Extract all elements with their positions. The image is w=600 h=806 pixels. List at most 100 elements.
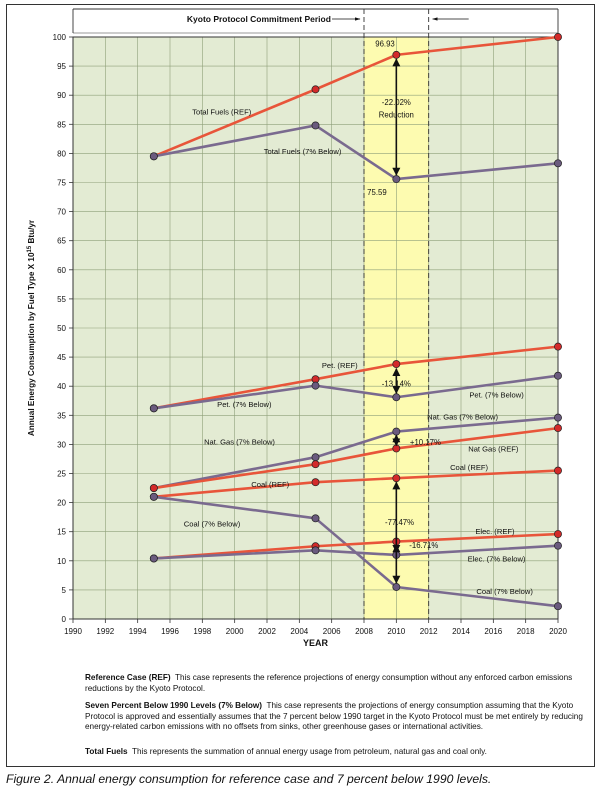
note-text: This case represents the projections of …: [85, 701, 583, 732]
x-axis-label: YEAR: [303, 638, 329, 648]
series-label: Pet. (7% Below): [217, 400, 272, 409]
series-label: Elec. (7% Below): [468, 554, 526, 563]
data-point: [554, 413, 562, 422]
y-tick-label: 85: [57, 120, 66, 129]
data-point: [554, 33, 562, 41]
data-annotation: -22.02%: [382, 98, 411, 107]
y-axis-label-exponent: 15: [27, 245, 33, 252]
data-annotation: -13.14%: [382, 379, 411, 388]
series-label: Coal (REF): [251, 480, 289, 489]
data-point: [311, 478, 320, 487]
series-line: [153, 544, 559, 560]
data-point: [392, 50, 401, 59]
data-point: [311, 453, 320, 462]
x-tick-label: 2014: [452, 627, 470, 636]
data-point: [149, 152, 158, 161]
data-point: [311, 121, 320, 130]
commitment-period-title: Kyoto Protocol Commitment Period: [187, 14, 331, 24]
plot-border: [72, 36, 559, 620]
series-line: [153, 345, 559, 410]
series-label: Total Fuels (7% Below): [264, 147, 342, 156]
data-point: [392, 427, 401, 436]
data-point: [392, 583, 401, 591]
series-label: Pet. (7% Below): [469, 390, 524, 399]
note-reference-case: Reference Case (REF) This case represent…: [85, 673, 590, 694]
series-line: [153, 416, 559, 490]
series-label: Coal (7% Below): [476, 587, 533, 596]
y-tick-label: 45: [57, 353, 66, 362]
data-point: [311, 85, 320, 94]
y-tick-label: 100: [53, 33, 67, 42]
data-annotation: 96.93: [375, 39, 395, 48]
series-line: [153, 469, 559, 499]
y-tick-label: 35: [57, 411, 66, 420]
data-point: [554, 466, 562, 475]
x-tick-label: 1990: [64, 627, 82, 636]
x-tick-label: 2020: [549, 627, 567, 636]
y-axis-label: Annual Energy Consumption by Fuel Type X…: [27, 219, 36, 436]
note-term: Reference Case (REF): [85, 673, 171, 682]
y-tick-label: 90: [57, 91, 66, 100]
data-point: [554, 424, 562, 433]
data-point: [311, 381, 320, 390]
x-tick-label: 2016: [484, 627, 502, 636]
data-point: [149, 404, 158, 413]
x-tick-label: 1998: [193, 627, 211, 636]
data-point: [149, 484, 158, 492]
x-tick-label: 1996: [161, 627, 179, 636]
series-label: Coal (7% Below): [184, 520, 241, 529]
y-axis-label-unit: Btu/yr: [27, 219, 36, 246]
x-tick-label: 2012: [420, 627, 438, 636]
data-point: [554, 602, 562, 611]
y-tick-label: 65: [57, 237, 66, 246]
x-tick-label: 2000: [226, 627, 244, 636]
series-label: Total Fuels (REF): [192, 107, 252, 116]
series-label: Nat. Gas (7% Below): [427, 412, 498, 421]
y-tick-label: 0: [62, 615, 67, 624]
data-point: [554, 159, 562, 168]
data-annotation: -16.71%: [409, 541, 438, 550]
data-point: [392, 360, 401, 369]
y-tick-label: 55: [57, 295, 66, 304]
y-tick-label: 20: [57, 499, 66, 508]
data-point: [392, 175, 401, 184]
chart: 0 5 10 15 20 25 30 35 40 45 50 55 60 65 70 75 80 85 90 95 10…: [27, 8, 567, 648]
y-axis-label-main: Annual Energy Consumption by Fuel Type X…: [27, 252, 36, 436]
series-label: Coal (REF): [450, 463, 488, 472]
data-annotation: 75.59: [367, 188, 387, 197]
data-point: [392, 444, 401, 453]
data-point: [311, 514, 320, 523]
note-text: This represents the summation of annual …: [132, 747, 487, 756]
x-tick-label: 2008: [355, 627, 373, 636]
x-tick-label: 2006: [323, 627, 341, 636]
data-point: [554, 541, 562, 550]
series-line: [153, 374, 559, 410]
x-tick-label: 2010: [387, 627, 405, 636]
series-label: Elec. (REF): [475, 527, 515, 536]
x-tick-label: 1994: [129, 627, 147, 636]
data-annotation: -77.47%: [385, 518, 414, 527]
series-line: [153, 124, 559, 181]
figure-caption: Figure 2. Annual energy consumption for …: [6, 772, 492, 786]
y-tick-label: 50: [57, 324, 66, 333]
y-tick-label: 30: [57, 440, 66, 449]
data-point: [554, 530, 562, 538]
x-tick-label: 2018: [517, 627, 535, 636]
data-point: [392, 393, 401, 402]
y-tick-label: 10: [57, 557, 66, 566]
data-annotation: +10.17%: [410, 438, 441, 447]
figure-frame: 0 5 10 15 20 25 30 35 40 45 50 55 60 65 70 75 80 85 90 95 10…: [6, 4, 595, 767]
x-tick-label: 1992: [96, 627, 114, 636]
series-label: Pet. (REF): [322, 361, 358, 370]
series-line: [153, 35, 559, 158]
y-tick-label: 80: [57, 149, 66, 158]
x-tick-label: 2002: [258, 627, 276, 636]
series-line: [153, 532, 559, 560]
note-text: This case represents the reference proje…: [85, 673, 573, 693]
data-point: [554, 342, 562, 351]
data-point: [311, 546, 320, 555]
y-tick-label: 70: [57, 208, 66, 217]
data-annotation: Reduction: [379, 110, 414, 119]
y-tick-label: 25: [57, 470, 66, 479]
data-point: [554, 371, 562, 380]
